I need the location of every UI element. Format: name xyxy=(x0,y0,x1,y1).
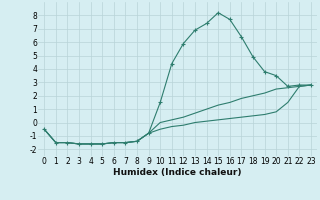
X-axis label: Humidex (Indice chaleur): Humidex (Indice chaleur) xyxy=(113,168,242,177)
